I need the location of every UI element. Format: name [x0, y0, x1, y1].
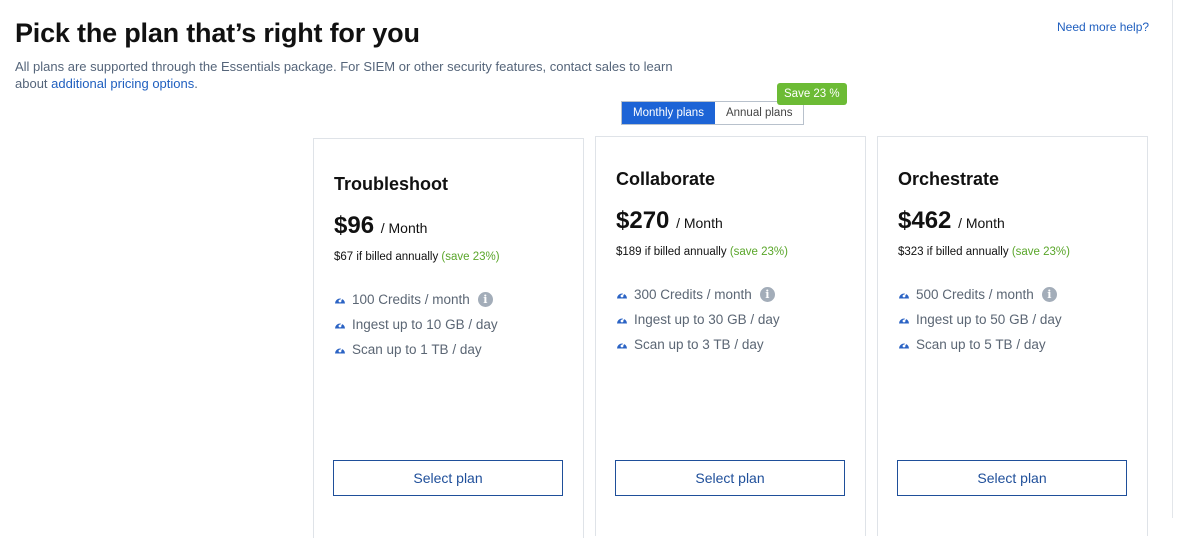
feature-text: Scan up to 5 TB / day [916, 337, 1046, 352]
plan-card-collaborate: Collaborate $270 / Month $189 if billed … [595, 136, 866, 536]
annual-text: $67 if billed annually [334, 251, 439, 263]
plan-feature: Ingest up to 30 GB / day [616, 307, 780, 332]
annual-price: $189 if billed annually (save 23%) [616, 246, 788, 258]
select-plan-button[interactable]: Select plan [615, 460, 845, 496]
plan-price: $270 / Month [616, 207, 723, 235]
plan-feature: Scan up to 5 TB / day [898, 332, 1062, 357]
annual-save: (save 23%) [729, 246, 788, 258]
plan-feature: Ingest up to 50 GB / day [898, 307, 1062, 332]
feature-list: 100 Credits / month i Ingest up to 10 GB /… [334, 287, 498, 362]
plan-name: Collaborate [616, 169, 716, 189]
annual-text: $323 if billed annually [898, 246, 1009, 258]
plan-feature: Scan up to 3 TB / day [616, 332, 780, 357]
plan-card-orchestrate: Orchestrate $462 / Month $323 if billed … [877, 136, 1148, 536]
price-amount: $462 [898, 207, 952, 234]
gauge-icon [617, 342, 627, 349]
billing-toggle: Monthly plans Annual plans [621, 101, 805, 125]
feature-text: Ingest up to 50 GB / day [916, 312, 1062, 327]
plan-name: Orchestrate [898, 169, 1000, 189]
feature-text: 100 Credits / month [352, 292, 470, 307]
gauge-icon [617, 292, 627, 299]
gauge-icon [335, 347, 345, 354]
feature-text: Scan up to 1 TB / day [352, 342, 482, 357]
plan-price: $96 / Month [334, 212, 427, 240]
plan-card-troubleshoot: Troubleshoot $96 / Month $67 if billed a… [313, 138, 584, 538]
price-period: / Month [958, 215, 1005, 231]
plan-feature: 100 Credits / month i [334, 287, 498, 312]
info-icon[interactable]: i [477, 292, 493, 307]
subtitle-text: All plans are supported through the Esse… [15, 59, 673, 91]
feature-list: 300 Credits / month i Ingest up to 30 GB /… [616, 282, 780, 357]
info-icon[interactable]: i [1041, 287, 1057, 302]
need-help-link[interactable]: Need more help? [1057, 20, 1150, 34]
subtitle-end: . [194, 76, 198, 91]
annual-save: (save 23%) [441, 251, 500, 263]
save-badge: Save 23 % [777, 83, 847, 105]
gauge-icon [335, 322, 345, 329]
price-amount: $96 [334, 212, 375, 239]
annual-price: $323 if billed annually (save 23%) [898, 246, 1070, 258]
page-divider [1172, 0, 1173, 518]
monthly-plans-tab[interactable]: Monthly plans [622, 102, 715, 124]
page-subtitle: All plans are supported through the Esse… [15, 58, 675, 92]
gauge-icon [899, 292, 909, 299]
page-title: Pick the plan that’s right for you [15, 18, 420, 48]
gauge-icon [335, 297, 345, 304]
feature-text: Ingest up to 10 GB / day [352, 317, 498, 332]
plan-price: $462 / Month [898, 207, 1005, 235]
annual-save: (save 23%) [1011, 246, 1070, 258]
plan-feature: 500 Credits / month i [898, 282, 1062, 307]
gauge-icon [899, 342, 909, 349]
annual-price: $67 if billed annually (save 23%) [334, 251, 500, 263]
feature-text: Ingest up to 30 GB / day [634, 312, 780, 327]
gauge-icon [617, 317, 627, 324]
gauge-icon [899, 317, 909, 324]
price-period: / Month [380, 220, 428, 236]
feature-text: 500 Credits / month [916, 287, 1034, 302]
feature-text: 300 Credits / month [634, 287, 752, 302]
annual-text: $189 if billed annually [616, 246, 727, 258]
select-plan-button[interactable]: Select plan [333, 460, 563, 496]
feature-list: 500 Credits / month i Ingest up to 50 GB /… [898, 282, 1062, 357]
annual-plans-tab[interactable]: Annual plans [714, 102, 804, 124]
plan-feature: Scan up to 1 TB / day [334, 337, 498, 362]
price-amount: $270 [616, 207, 670, 234]
price-period: / Month [676, 215, 723, 231]
feature-text: Scan up to 3 TB / day [634, 337, 764, 352]
pricing-options-link[interactable]: additional pricing options [51, 76, 195, 91]
plan-feature: Ingest up to 10 GB / day [334, 312, 498, 337]
plan-feature: 300 Credits / month i [616, 282, 780, 307]
info-icon[interactable]: i [759, 287, 775, 302]
select-plan-button[interactable]: Select plan [897, 460, 1127, 496]
plan-name: Troubleshoot [334, 174, 448, 194]
